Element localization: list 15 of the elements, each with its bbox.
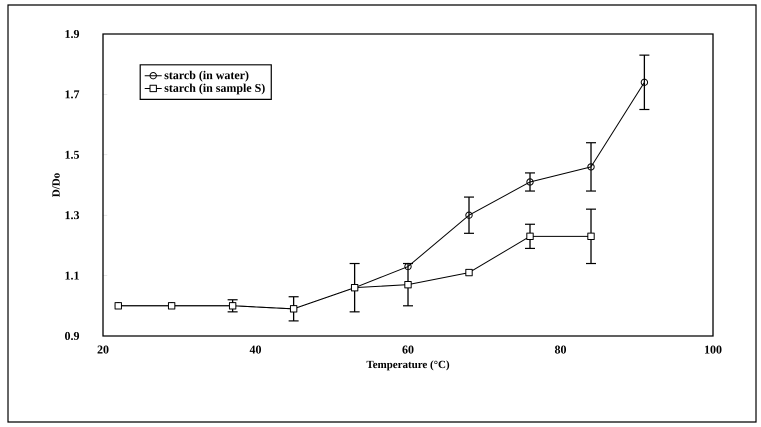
y-tick-label: 0.9 bbox=[64, 332, 80, 340]
y-tick-label: 1.3 bbox=[65, 211, 80, 220]
y-tick-label: 1.7 bbox=[65, 90, 80, 98]
x-tick-label: 80 bbox=[554, 346, 566, 354]
y-tick-label: 1.1 bbox=[65, 272, 79, 280]
legend-label: starcb (in water) bbox=[164, 70, 248, 82]
x-axis-title: Temperature (°C) bbox=[366, 360, 450, 370]
legend-label: starch (in sample S) bbox=[164, 84, 265, 94]
x-tick-label: 40 bbox=[250, 346, 262, 354]
y-axis-title: D/Do bbox=[52, 173, 60, 197]
x-tick-label: 20 bbox=[98, 346, 109, 354]
y-tick-label: 1.5 bbox=[65, 150, 80, 159]
x-tick-label: 60 bbox=[402, 346, 414, 354]
y-tick-label: 1.9 bbox=[65, 30, 80, 38]
x-tick-label: 100 bbox=[704, 346, 722, 354]
